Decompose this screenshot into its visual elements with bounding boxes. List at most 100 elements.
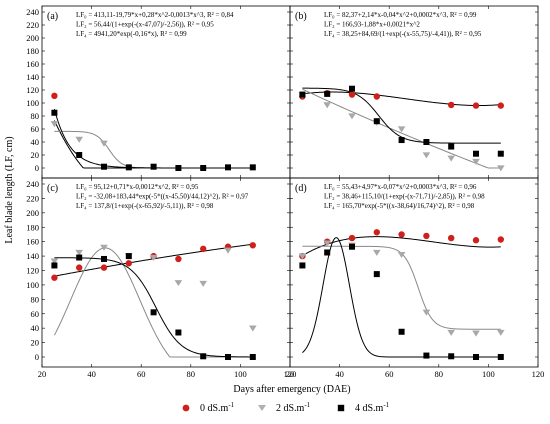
data-point-0ds — [51, 274, 58, 281]
data-point-4ds — [200, 165, 207, 171]
data-point-4ds — [473, 150, 479, 157]
y-tick-label: 180 — [26, 46, 39, 56]
data-point-2ds — [323, 240, 331, 247]
data-point-4ds — [324, 249, 331, 256]
panel-c: 0 20 40 60 80 100 120 140 160 180 200 220 240 20 40 60 8… — [26, 177, 297, 379]
fit-curve-0 — [53, 120, 253, 169]
data-point-0ds — [423, 232, 430, 240]
x-tick-label: 120 — [532, 369, 545, 379]
data-point-2ds — [348, 113, 356, 120]
x-tick-label: 40 — [87, 369, 96, 379]
data-point-0ds — [497, 102, 504, 109]
data-point-4ds — [51, 262, 58, 269]
fit-curve-2 — [302, 87, 501, 144]
data-point-4ds — [448, 143, 455, 150]
data-point-2ds — [50, 258, 59, 265]
legend: 0 dS.m-1 2 dS.m-1 4 dS.m-1 — [182, 401, 390, 414]
fit-curve-1 — [302, 88, 501, 169]
data-point-0ds — [448, 234, 455, 242]
data-point-4ds — [398, 137, 405, 144]
data-point-4ds — [175, 165, 182, 171]
data-point-0ds — [373, 229, 380, 236]
fit-curve-1 — [53, 247, 253, 358]
panel-a: 0 20 40 60 80 100 120 140 160 180 200 220 240 (a) LF₀ … — [26, 5, 291, 179]
data-point-2ds — [100, 244, 108, 251]
fit-curve-2 — [53, 109, 253, 169]
y-tick-label: 180 — [26, 222, 39, 232]
y-tick-label: 120 — [26, 266, 39, 276]
y-tick-label: 140 — [26, 251, 39, 261]
equation-1: LF₂ = 166,93-1,88*x+0,0021*x^2 — [324, 21, 420, 29]
data-point-2ds — [447, 329, 455, 336]
fit-curve-1 — [302, 245, 501, 330]
data-point-4ds — [249, 354, 256, 360]
fit-curve-1 — [54, 130, 253, 169]
equation-1: LF₂ = 38,46+115,10/(1+exp(-(x-71,71)/-2,… — [324, 193, 485, 201]
data-point-0ds — [51, 92, 58, 100]
data-point-0ds — [497, 236, 504, 243]
equation-2: LF₄ = 137,8/(1+exp(-(x-65,92)/-5,11)), R… — [76, 202, 214, 210]
data-point-2ds — [472, 158, 480, 165]
x-tick-label: 120 — [284, 369, 297, 379]
y-tick-label: 0 — [35, 163, 39, 173]
data-point-2ds — [422, 309, 431, 316]
panel-b: (b) LF₀ = 82,37+2,14*x-0,04*x^2+0,0002*x^… — [289, 5, 539, 179]
data-point-2ds — [323, 102, 331, 109]
data-point-4ds — [373, 271, 380, 278]
x-tick-label: 60 — [137, 369, 146, 379]
equation-0: LF₀ = 413,11-19,79*x+0,28*x^2-0,0013*x^3… — [76, 11, 234, 19]
equation-1: LF₂ = 56,44/(1+exp(-(x-47,07)/-2,56)), R… — [76, 21, 214, 29]
data-point-2ds — [199, 280, 207, 287]
data-point-2ds — [497, 329, 505, 336]
data-point-0ds — [100, 264, 108, 271]
y-tick-label: 20 — [31, 338, 40, 348]
data-point-4ds — [175, 329, 182, 336]
data-point-2ds — [497, 165, 505, 172]
data-point-0ds — [448, 101, 455, 109]
data-point-4ds — [101, 163, 107, 170]
x-tick-label: 40 — [335, 369, 344, 379]
equation-2: LF₄ = 4941,20*exp(-0,16*x), R² = 0,99 — [76, 30, 187, 38]
data-point-4ds — [225, 164, 231, 171]
fit-curve-0 — [302, 236, 501, 257]
data-point-4ds — [473, 354, 479, 360]
data-point-2ds — [373, 249, 381, 256]
data-point-0ds — [373, 93, 380, 100]
data-point-4ds — [200, 353, 207, 360]
legend-marker-square — [337, 404, 345, 412]
data-point-4ds — [225, 354, 231, 360]
x-axis-label: Days after emergency (DAE) — [233, 384, 350, 395]
data-point-4ds — [373, 118, 380, 125]
data-point-4ds — [125, 253, 132, 260]
legend-label: 4 dS.m-1 — [355, 401, 390, 414]
data-point-4ds — [349, 243, 355, 250]
y-tick-label: 220 — [26, 193, 39, 203]
data-point-0ds — [472, 102, 480, 109]
y-tick-label: 0 — [35, 352, 39, 362]
data-point-4ds — [125, 164, 132, 171]
data-point-4ds — [101, 255, 107, 262]
y-tick-label: 220 — [26, 20, 39, 30]
data-point-0ds — [125, 260, 132, 267]
x-tick-label: 100 — [234, 369, 247, 379]
data-point-0ds — [76, 264, 83, 271]
x-tick-label: 80 — [187, 369, 196, 379]
y-tick-label: 80 — [31, 294, 40, 304]
data-point-2ds — [397, 126, 406, 133]
data-point-4ds — [299, 91, 306, 98]
data-point-4ds — [51, 109, 58, 116]
data-point-2ds — [149, 254, 158, 261]
data-point-4ds — [349, 85, 355, 92]
y-tick-label: 140 — [26, 72, 39, 82]
y-tick-label: 100 — [26, 98, 39, 108]
x-tick-label: 60 — [385, 369, 394, 379]
equation-0: LF₀ = 55,43+4,97*x-0,07*x^2+0,0003*x^3, … — [324, 183, 477, 191]
data-point-2ds — [249, 325, 257, 332]
x-tick-label: 20 — [286, 369, 295, 379]
y-tick-label: 160 — [26, 237, 39, 247]
y-tick-label: 240 — [26, 7, 39, 17]
data-point-0ds — [472, 237, 480, 244]
fit-curve-2 — [302, 237, 501, 358]
x-tick-label: 80 — [435, 369, 444, 379]
